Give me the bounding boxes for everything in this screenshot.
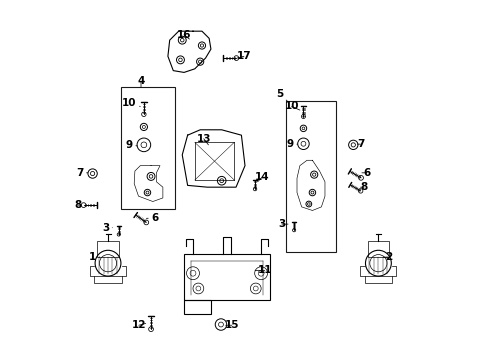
Text: 5: 5 (276, 89, 287, 101)
Text: 8: 8 (74, 200, 82, 210)
Text: 6: 6 (147, 213, 158, 222)
Text: 12: 12 (132, 320, 146, 330)
Bar (95, 276, 122, 283)
Text: 3: 3 (278, 219, 288, 229)
Bar (122, 87, 175, 209)
Text: 16: 16 (177, 30, 191, 40)
Bar (368, 241, 389, 257)
Bar (97, 241, 119, 257)
Text: 17: 17 (237, 51, 251, 61)
Text: 15: 15 (224, 320, 239, 330)
Text: 14: 14 (255, 172, 270, 182)
Text: 9: 9 (126, 140, 137, 150)
Text: 1: 1 (89, 252, 100, 262)
Text: 13: 13 (196, 134, 211, 145)
Bar (184, 300, 211, 315)
Text: 3: 3 (102, 223, 112, 233)
Text: 2: 2 (383, 252, 392, 262)
Bar (184, 253, 270, 300)
Text: 10: 10 (122, 98, 140, 108)
Text: 7: 7 (76, 168, 88, 178)
Text: 8: 8 (361, 182, 368, 192)
Text: 10: 10 (284, 102, 300, 112)
Bar (365, 276, 392, 283)
Text: 6: 6 (362, 168, 370, 178)
Text: 11: 11 (255, 265, 272, 275)
Bar (286, 101, 337, 252)
Text: 9: 9 (287, 139, 298, 149)
Text: 7: 7 (357, 139, 364, 149)
Text: 4: 4 (137, 76, 145, 87)
